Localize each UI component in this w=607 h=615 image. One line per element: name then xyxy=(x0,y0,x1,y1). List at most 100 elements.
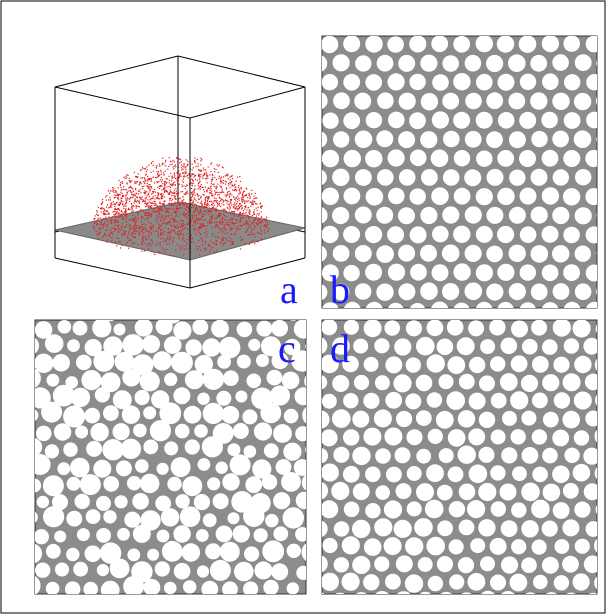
particle xyxy=(244,200,245,201)
particle xyxy=(184,193,185,194)
particle xyxy=(209,212,210,213)
hole xyxy=(182,543,200,561)
particle xyxy=(132,215,133,216)
particle xyxy=(146,197,147,198)
particle xyxy=(125,214,126,215)
particle xyxy=(247,223,248,224)
particle xyxy=(123,232,124,233)
hole xyxy=(175,424,190,439)
particle xyxy=(95,221,96,222)
particle xyxy=(161,207,162,208)
hole xyxy=(211,320,229,338)
particle xyxy=(174,172,175,173)
particle xyxy=(219,203,220,204)
particle xyxy=(106,235,107,236)
hole xyxy=(265,514,278,527)
particle xyxy=(243,210,244,211)
particle xyxy=(182,186,183,187)
particle xyxy=(115,203,116,204)
particle xyxy=(265,224,266,225)
hole xyxy=(271,563,288,580)
particle xyxy=(182,180,183,181)
particle xyxy=(236,206,237,207)
particle xyxy=(231,211,232,212)
particle xyxy=(238,216,239,217)
particle xyxy=(218,166,219,167)
hole xyxy=(522,447,539,464)
particle xyxy=(212,227,213,228)
particle xyxy=(159,211,160,212)
particle xyxy=(217,184,218,185)
particle xyxy=(117,225,118,226)
particle xyxy=(214,186,215,187)
particle xyxy=(222,190,223,191)
particle xyxy=(130,229,131,230)
particle xyxy=(143,233,144,234)
particle xyxy=(211,219,212,220)
particle xyxy=(199,246,200,247)
particle xyxy=(212,175,213,176)
particle xyxy=(248,234,249,235)
particle xyxy=(204,194,205,195)
hole xyxy=(416,449,431,464)
particle xyxy=(179,230,180,231)
particle xyxy=(253,196,254,197)
particle xyxy=(158,216,159,217)
particle xyxy=(197,210,198,211)
particle xyxy=(128,208,129,209)
particle xyxy=(175,188,176,189)
hole xyxy=(41,402,62,423)
particle xyxy=(211,218,212,219)
particle xyxy=(159,203,160,204)
particle xyxy=(202,211,203,212)
particle xyxy=(230,219,231,220)
hole xyxy=(322,150,339,167)
particle xyxy=(171,200,172,201)
hole xyxy=(480,556,495,571)
particle xyxy=(161,171,162,172)
particle xyxy=(159,243,160,244)
particle xyxy=(183,234,184,235)
particle xyxy=(146,204,147,205)
hole xyxy=(164,336,182,354)
particle xyxy=(218,172,219,173)
particle xyxy=(122,218,123,219)
particle xyxy=(181,230,182,231)
hole xyxy=(387,36,404,53)
particle xyxy=(182,225,183,226)
panel-label: c xyxy=(278,326,296,371)
particle xyxy=(164,207,165,208)
particle xyxy=(182,201,183,202)
hole xyxy=(431,150,449,168)
particle xyxy=(256,208,257,209)
hole xyxy=(497,35,514,52)
particle xyxy=(239,190,240,191)
particle xyxy=(135,201,136,202)
particle xyxy=(105,218,106,219)
particle xyxy=(173,195,174,196)
particle xyxy=(135,181,136,182)
particle xyxy=(108,190,109,191)
particle xyxy=(148,213,149,214)
particle xyxy=(166,178,167,179)
particle xyxy=(129,224,130,225)
particle xyxy=(110,236,111,237)
hole xyxy=(256,321,272,337)
particle xyxy=(136,181,137,182)
hole xyxy=(553,319,571,337)
hole xyxy=(396,411,412,427)
hole xyxy=(352,520,370,538)
hole xyxy=(398,207,415,224)
particle xyxy=(181,176,182,177)
particle xyxy=(205,178,206,179)
particle xyxy=(149,232,150,233)
hole xyxy=(185,370,204,389)
hole xyxy=(458,410,475,427)
particle xyxy=(258,207,259,208)
particle xyxy=(115,225,116,226)
particle xyxy=(231,238,232,239)
particle xyxy=(135,223,136,224)
hole xyxy=(453,226,470,243)
hole xyxy=(247,374,262,389)
particle xyxy=(247,229,248,230)
